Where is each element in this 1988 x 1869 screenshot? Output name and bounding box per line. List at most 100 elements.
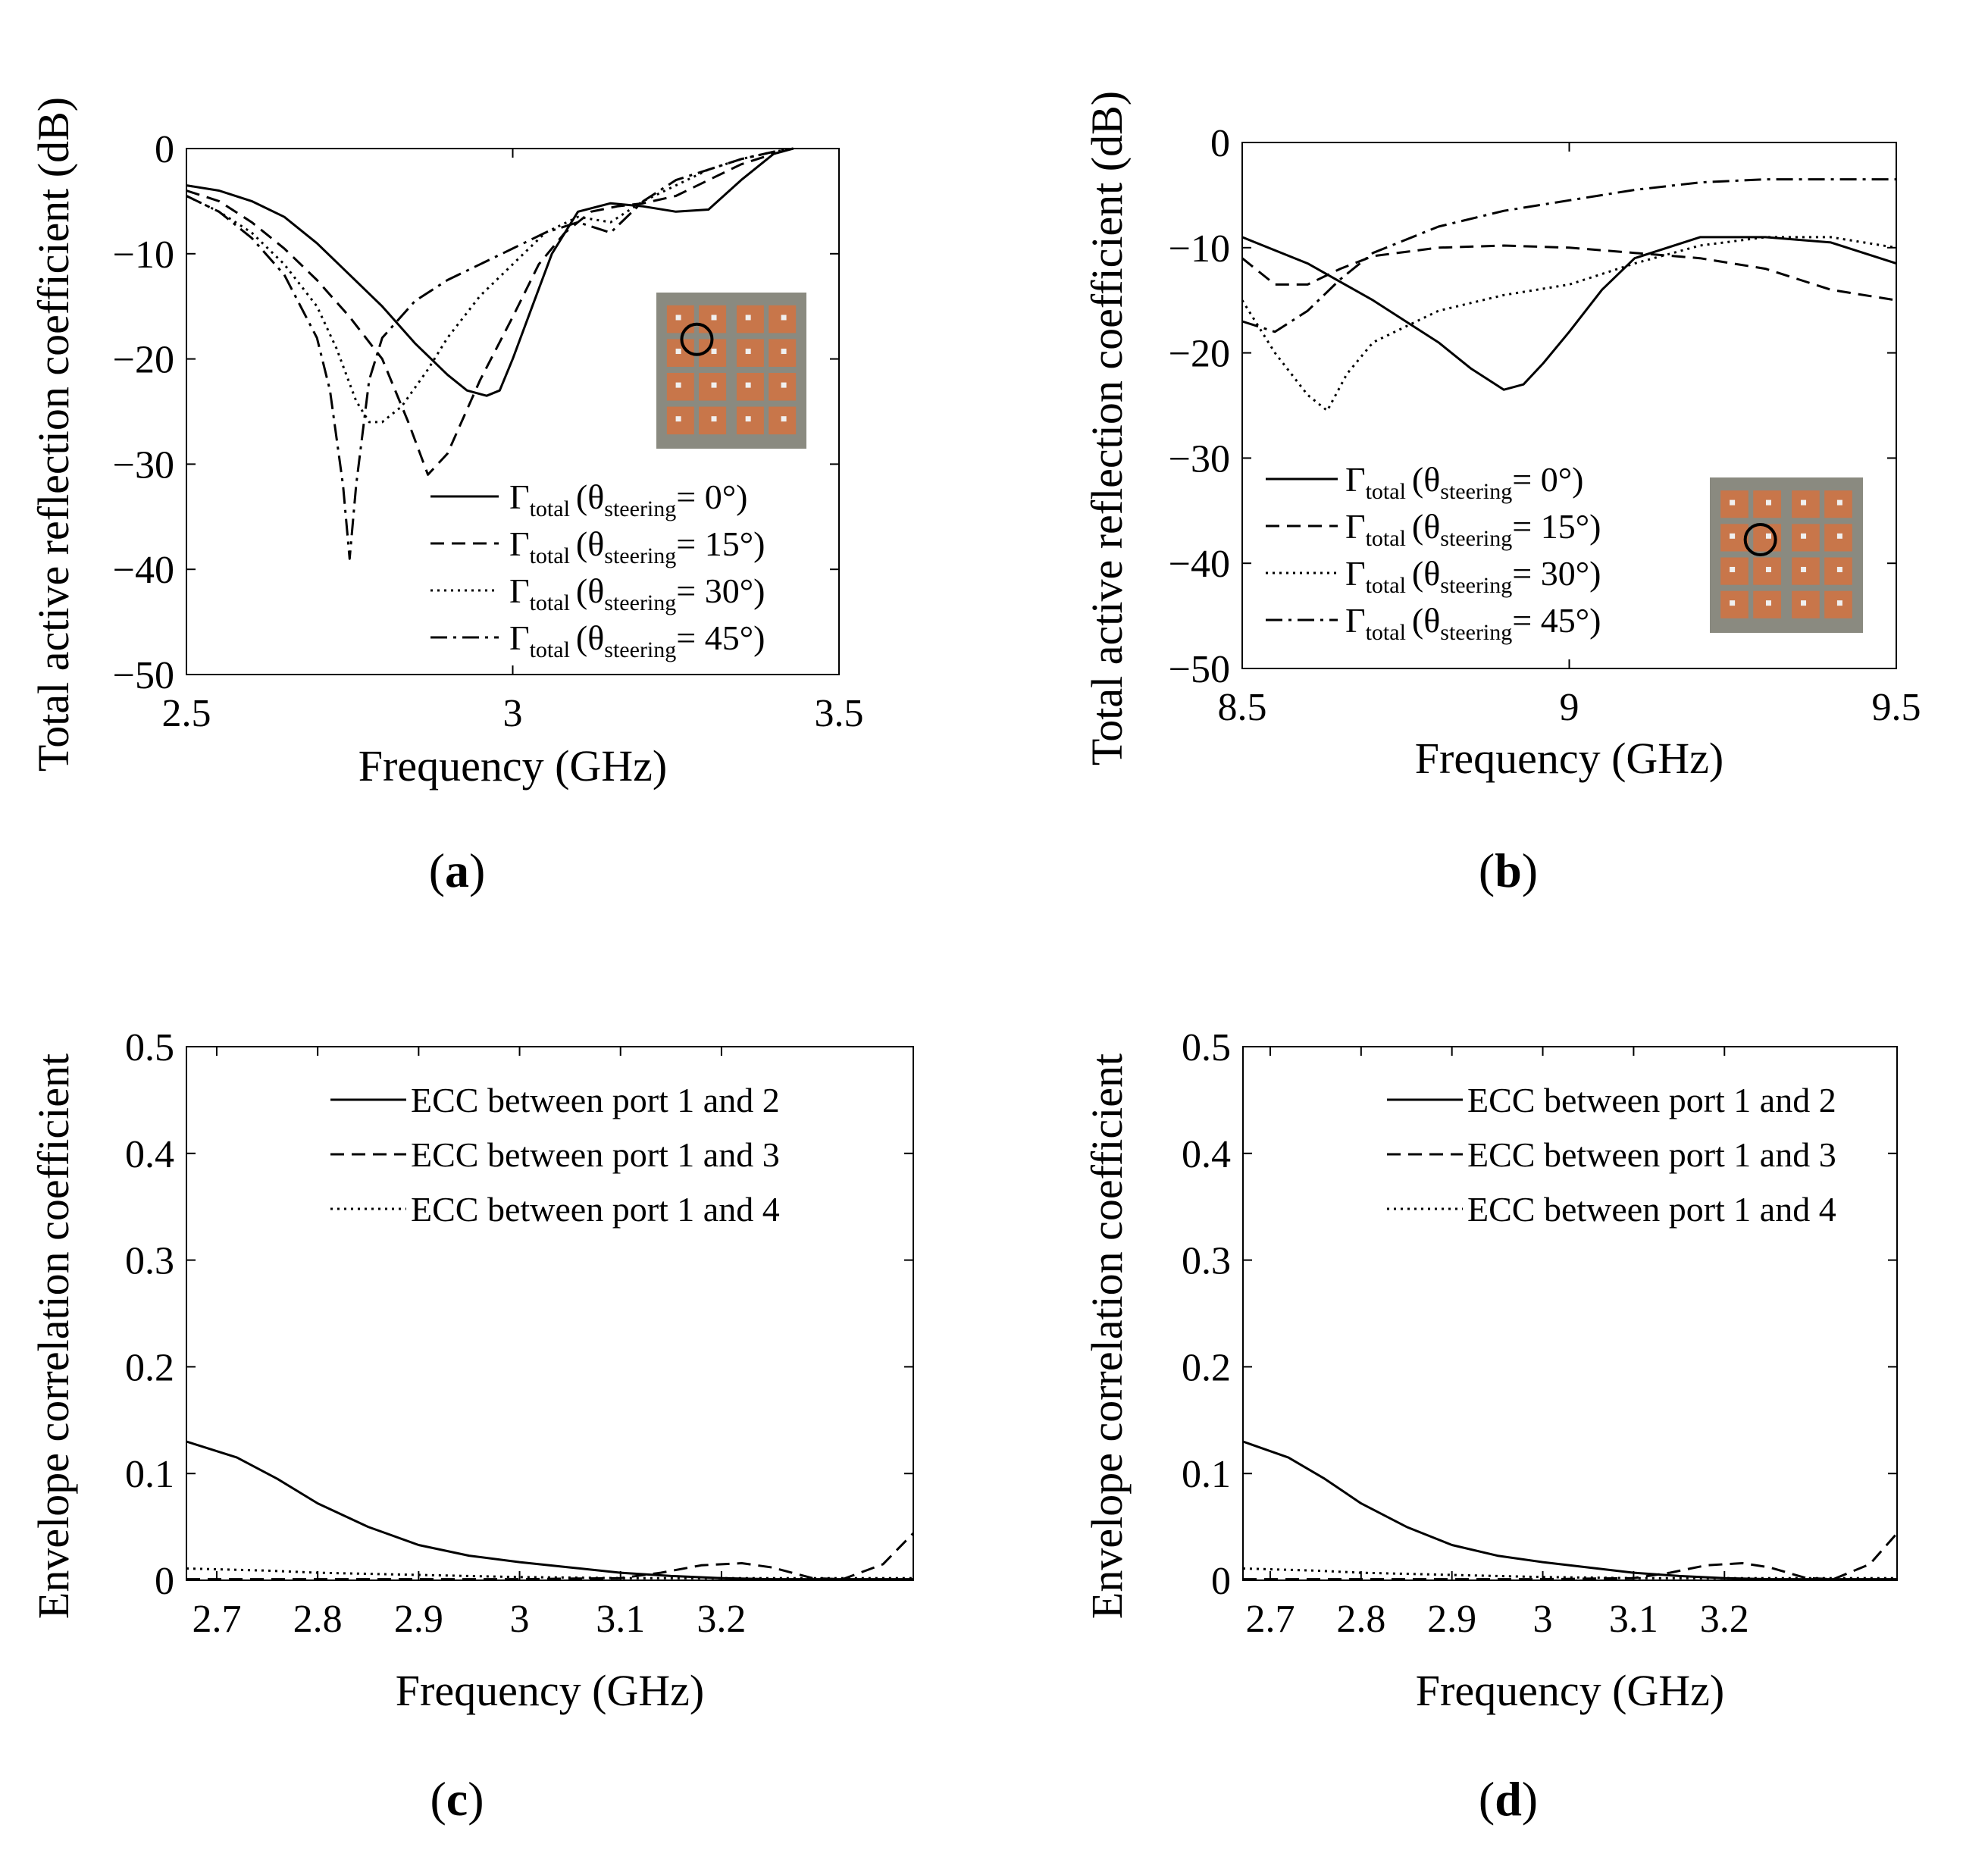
legend-subscript: total [530,637,570,662]
legend-paren: ( [576,477,587,516]
y-tick-label: −40 [1169,543,1230,586]
chart-panel-a: 2.5 3 3.5 0 −10 −20 −30 −40 −50 Frequency (GHz) To… [29,97,864,897]
legend-gamma: Γ [509,571,530,610]
legend-text: ECC between port 1 and 3 [1467,1135,1836,1174]
legend-subscript: steering [604,590,676,615]
antenna-port [1836,600,1842,606]
y-axis-label: Total active reflection coefficient (dB) [1082,91,1132,765]
x-tick-label: 2.5 [162,692,211,735]
legend-entry-4: Γtotal (θsteering= 45°) [509,618,765,662]
legend-entry-2: Γtotal (θsteering= 15°) [1345,507,1601,551]
antenna-photo-inset [656,293,806,449]
legend-gamma: Γ [1345,554,1366,593]
legend-angle: = 0°) [1512,460,1583,499]
legend-paren: ( [576,571,587,610]
legend-entry-4: Γtotal (θsteering= 45°) [1345,601,1601,645]
legend-entry-2: ECC between port 1 and 3 [411,1135,780,1174]
antenna-port [1765,566,1771,572]
x-tick-label: 2.8 [293,1598,343,1641]
legend-entry-1: Γtotal (θsteering= 0°) [509,477,747,521]
legend-text: ECC between port 1 and 2 [1467,1081,1836,1119]
antenna-port [1836,499,1842,506]
antenna-port [711,315,717,321]
antenna-port [711,349,717,355]
series-line-2 [186,1532,915,1581]
antenna-port [781,382,787,388]
antenna-port [1730,566,1736,572]
antenna-port [1836,566,1842,572]
legend-gamma: Γ [1345,507,1366,546]
legend-theta: θ [587,571,604,610]
legend: ECC between port 1 and 2 ECC between port… [1387,1081,1836,1229]
antenna-port [1765,499,1771,506]
y-tick-label: −30 [113,443,174,487]
y-tick-label: 0.3 [1182,1240,1231,1283]
legend-subscript: steering [1440,526,1512,551]
legend-subscript: steering [604,637,676,662]
legend-subscript: total [530,590,570,615]
x-tick-label: 2.7 [1245,1598,1295,1641]
antenna-port [1765,533,1771,539]
legend-subscript: total [1366,526,1406,551]
antenna-port [1801,499,1807,506]
x-tick-label: 3.1 [1609,1598,1658,1641]
antenna-port [781,416,787,422]
legend-paren: ( [1412,507,1423,546]
y-axis-label: Total active reflection coefficient (dB) [29,97,78,772]
y-tick-label: −20 [1169,333,1230,376]
legend: ECC between port 1 and 2 ECC between port… [330,1081,780,1229]
antenna-port [1801,533,1807,539]
legend-gamma: Γ [1345,601,1366,640]
antenna-port [781,315,787,321]
legend-gamma: Γ [509,477,530,516]
y-tick-label: 0 [1210,122,1230,165]
y-tick-label: 0.1 [1182,1453,1231,1496]
x-tick-label: 2.8 [1336,1598,1385,1641]
y-tick-label: 0.1 [125,1453,174,1496]
legend-entry-1: Γtotal (θsteering= 0°) [1345,460,1583,504]
y-tick-label: 0.3 [125,1240,174,1283]
series-line-4 [1241,178,1896,333]
x-tick-label: 9.5 [1872,686,1921,729]
legend-paren: ( [576,618,587,657]
selected-element-circle [1743,523,1777,556]
legend-paren: ( [1412,601,1423,640]
legend-entry-1: ECC between port 1 and 2 [411,1081,780,1119]
legend-entry-3: ECC between port 1 and 4 [1467,1190,1836,1229]
legend-theta: θ [1423,507,1440,546]
y-tick-label: −50 [1169,648,1230,691]
series-line-2 [186,147,794,476]
x-axis-label: Frequency (GHz) [1415,734,1723,783]
antenna-port [675,349,681,355]
antenna-port [745,382,751,388]
y-axis-label: Envelope correlation coefficient [1082,1053,1132,1619]
legend-text: ECC between port 1 and 3 [411,1135,780,1174]
legend-entry-2: Γtotal (θsteering= 15°) [509,524,765,568]
legend-subscript: steering [1440,479,1512,504]
antenna-port [1836,533,1842,539]
x-tick-label: 3 [503,692,523,735]
legend-subscript: total [1366,479,1406,504]
antenna-port [1730,499,1736,506]
y-tick-label: 0.5 [1182,1026,1231,1069]
y-tick-label: 0.5 [125,1026,174,1069]
legend-gamma: Γ [509,618,530,657]
x-tick-label: 3.1 [596,1598,645,1641]
legend-text: ECC between port 1 and 2 [411,1081,780,1119]
legend-subscript: total [1366,620,1406,645]
legend-entry-3: ECC between port 1 and 4 [411,1190,780,1229]
antenna-port [675,315,681,321]
antenna-photo-inset [1710,477,1863,633]
antenna-port [1801,566,1807,572]
antenna-port [745,315,751,321]
antenna-port [1765,600,1771,606]
x-tick-label: 3.5 [815,692,864,735]
legend-paren: ( [1412,460,1423,499]
y-tick-label: 0.4 [125,1133,174,1176]
legend-subscript: steering [604,543,676,568]
x-tick-label: 9 [1560,686,1579,729]
antenna-port [1730,533,1736,539]
chart-panel-b: 8.5 9 9.5 0 −10 −20 −30 −40 −50 Frequency (GHz) To… [1082,91,1921,897]
chart-panel-d: 2.7 2.8 2.9 3 3.1 3.2 0 0.1 0.2 0.3 0.4 0.5 Frequenc… [1082,1026,1899,1826]
antenna-port [675,382,681,388]
